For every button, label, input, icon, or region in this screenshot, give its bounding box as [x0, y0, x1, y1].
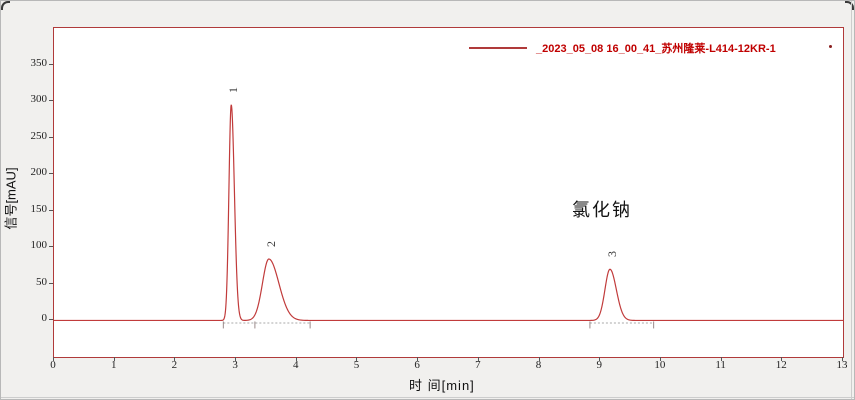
y-axis-tick — [49, 282, 53, 284]
x-axis-tick-label: 9 — [596, 359, 602, 371]
peak-number-label: 3 — [604, 251, 619, 258]
peak-number-label: 2 — [263, 241, 278, 248]
x-axis-tick — [113, 357, 115, 361]
compound-annotation: 氯化钠 — [572, 200, 632, 220]
y-axis-tick-label: 0 — [41, 312, 48, 325]
x-axis-tick — [599, 357, 601, 361]
chromatogram-trace-canvas[interactable] — [54, 28, 843, 357]
y-axis-tick — [49, 63, 53, 65]
x-axis-tick-label: 7 — [475, 359, 481, 371]
x-axis-tick — [720, 357, 722, 361]
y-axis-tick-label: 150 — [30, 202, 48, 215]
y-axis-tick-label: 300 — [30, 93, 48, 106]
x-axis-tick — [417, 357, 419, 361]
x-axis-tick — [235, 357, 237, 361]
x-axis-title: 时 间[min] — [409, 378, 475, 393]
x-axis-tick-label: 1 — [110, 359, 117, 371]
y-axis-tick — [49, 100, 53, 102]
x-axis-tick — [295, 357, 297, 361]
y-axis-tick — [49, 136, 53, 138]
legend-line-sample-icon — [469, 46, 527, 49]
x-axis-tick — [53, 357, 54, 361]
x-axis-tick-label: 0 — [50, 359, 56, 371]
legend-sample-name[interactable]: _2023_05_08 16_00_41_苏州隆莱-L414-12KR-1 — [536, 42, 776, 55]
window-edge-line — [851, 1, 852, 399]
window-edge-line — [1, 397, 854, 398]
x-axis-tick-label: 3 — [232, 359, 238, 371]
y-axis-tick-label: 50 — [36, 275, 47, 288]
x-axis-tick — [356, 357, 358, 361]
y-axis-tick — [49, 319, 53, 321]
window-corner-artifact — [1, 1, 10, 10]
y-axis-tick — [49, 173, 53, 175]
peak-number-label: 1 — [226, 86, 241, 93]
plot-area[interactable] — [53, 27, 844, 358]
x-axis-tick-label: 13 — [836, 359, 848, 371]
y-axis-tick-label: 100 — [30, 239, 48, 252]
x-axis-tick-label: 4 — [293, 359, 299, 371]
x-axis-tick-label: 11 — [715, 359, 726, 371]
x-axis-tick — [477, 357, 479, 361]
x-axis-tick-label: 5 — [353, 359, 360, 371]
y-axis-tick — [49, 246, 53, 248]
y-axis-tick-label: 200 — [30, 166, 48, 179]
x-axis-tick-label: 12 — [775, 359, 787, 371]
legend-trailing-dot — [829, 45, 832, 48]
x-axis-tick — [174, 357, 176, 361]
x-axis-tick — [781, 357, 783, 361]
x-axis-tick — [538, 357, 540, 361]
y-axis-tick-label: 350 — [30, 56, 48, 69]
y-axis-tick-label: 250 — [30, 129, 48, 142]
x-axis-tick-label: 8 — [535, 359, 542, 371]
legend[interactable]: _2023_05_08 16_00_41_苏州隆莱-L414-12KR-1 — [469, 40, 776, 55]
x-axis-tick — [842, 357, 843, 361]
x-axis-tick-label: 6 — [414, 359, 420, 371]
x-axis-tick — [659, 357, 661, 361]
chromatogram-trace — [54, 104, 843, 322]
window-corner-artifact — [845, 1, 854, 10]
x-axis-tick-label: 10 — [654, 359, 666, 371]
y-axis-tick — [49, 209, 53, 211]
x-axis-tick-label: 2 — [171, 359, 178, 371]
